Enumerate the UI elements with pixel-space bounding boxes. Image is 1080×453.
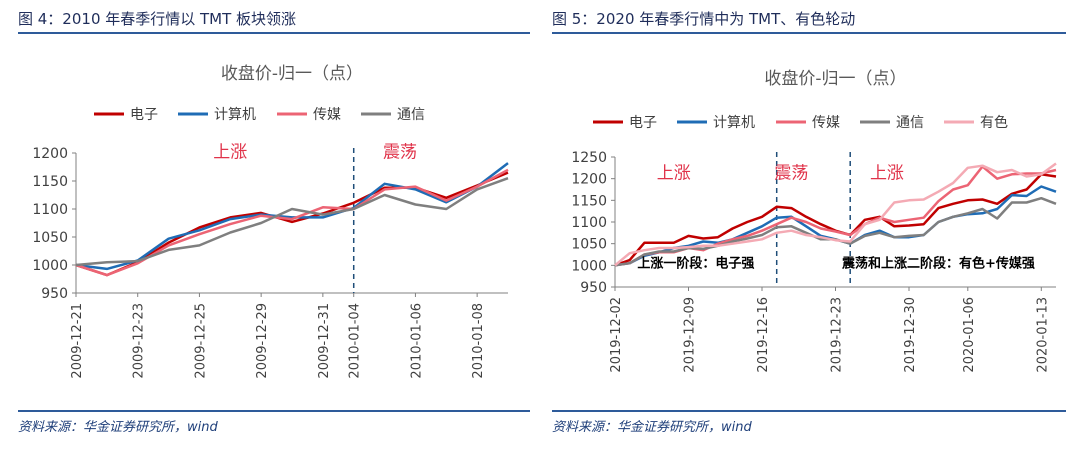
- y-tick-label: 1200: [571, 172, 607, 188]
- left-bottom-rule: [18, 410, 530, 412]
- right-source-note: 资料来源：华金证券研究所，wind: [552, 420, 752, 435]
- x-tick-label: 2009-12-29: [255, 303, 270, 379]
- series-line-电子: [614, 173, 1057, 267]
- chart-title: 收盘价-归一（点）: [221, 64, 363, 84]
- legend-label: 传媒: [313, 107, 341, 123]
- y-tick-label: 1100: [32, 202, 68, 218]
- series-line-计算机: [75, 162, 509, 271]
- x-tick-label: 2019-12-30: [903, 297, 918, 373]
- legend-label: 通信: [896, 115, 924, 131]
- x-tick-label: 2009-12-23: [132, 303, 147, 379]
- legend-label: 通信: [397, 107, 425, 123]
- right-chart: 收盘价-归一（点） 电子 计算机 传媒 通信 有色 950 1000 1050 1100 1150 1…: [571, 69, 1057, 373]
- x-tick-label: 2019-12-16: [756, 297, 771, 373]
- x-tick-label: 2020-01-13: [1035, 297, 1050, 373]
- y-tick-label: 1200: [32, 146, 68, 162]
- chart-title: 收盘价-归一（点）: [764, 69, 906, 89]
- legend-label: 传媒: [812, 115, 840, 131]
- y-tick-label: 1100: [571, 215, 607, 231]
- y-tick-label: 1150: [32, 174, 68, 190]
- left-chart: 收盘价-归一（点） 电子 计算机 传媒 通信 950 1000 1050 1100 1150 120…: [32, 64, 509, 379]
- y-tick-label: 1000: [32, 258, 68, 274]
- legend-label: 电子: [629, 115, 657, 131]
- right-figure-title: 图 5：2020 年春季行情中为 TMT、有色轮动: [552, 10, 856, 28]
- phase-annotation: 上涨: [657, 164, 691, 184]
- x-tick-label: 2019-12-23: [830, 297, 845, 373]
- phase-annotation: 震荡和上涨二阶段：有色+传媒强: [841, 256, 1035, 272]
- y-tick-label: 1150: [571, 193, 607, 209]
- y-tick-label: 950: [41, 286, 68, 302]
- phase-annotation: 上涨: [213, 142, 247, 162]
- legend-label: 计算机: [713, 115, 755, 131]
- phase-annotation: 上涨一阶段：电子强: [637, 256, 754, 272]
- left-source-note: 资料来源：华金证券研究所，wind: [18, 420, 218, 435]
- x-tick-label: 2020-01-06: [962, 297, 977, 373]
- legend-label: 计算机: [214, 107, 256, 123]
- x-tick-label: 2019-12-09: [683, 297, 698, 373]
- y-tick-label: 1050: [571, 237, 607, 253]
- x-tick-label: 2010-01-08: [471, 303, 486, 379]
- left-figure-title: 图 4：2010 年春季行情以 TMT 板块领涨: [18, 10, 297, 28]
- x-tick-label: 2010-01-06: [409, 303, 424, 379]
- legend-label: 电子: [130, 107, 158, 123]
- legend-label: 有色: [980, 114, 1008, 131]
- phase-annotation: 震荡: [774, 164, 808, 184]
- phase-annotation: 震荡: [383, 142, 417, 162]
- y-tick-label: 1000: [571, 258, 607, 274]
- y-tick-label: 950: [580, 280, 607, 296]
- x-tick-label: 2009-12-31: [317, 303, 332, 379]
- right-bottom-rule: [552, 410, 1066, 412]
- x-tick-label: 2010-01-04: [348, 303, 363, 379]
- series-line-计算机: [614, 185, 1057, 267]
- series-line-电子: [75, 171, 509, 277]
- series-line-通信: [75, 177, 509, 267]
- left-title-rule: [18, 32, 530, 34]
- y-tick-label: 1250: [571, 150, 607, 166]
- phase-annotation: 上涨: [870, 164, 904, 184]
- right-title-rule: [552, 32, 1066, 34]
- y-tick-label: 1050: [32, 230, 68, 246]
- series-line-有色: [614, 162, 1057, 267]
- x-tick-label: 2009-12-21: [70, 303, 85, 379]
- x-tick-label: 2019-12-02: [609, 297, 624, 373]
- x-tick-label: 2009-12-25: [193, 303, 208, 379]
